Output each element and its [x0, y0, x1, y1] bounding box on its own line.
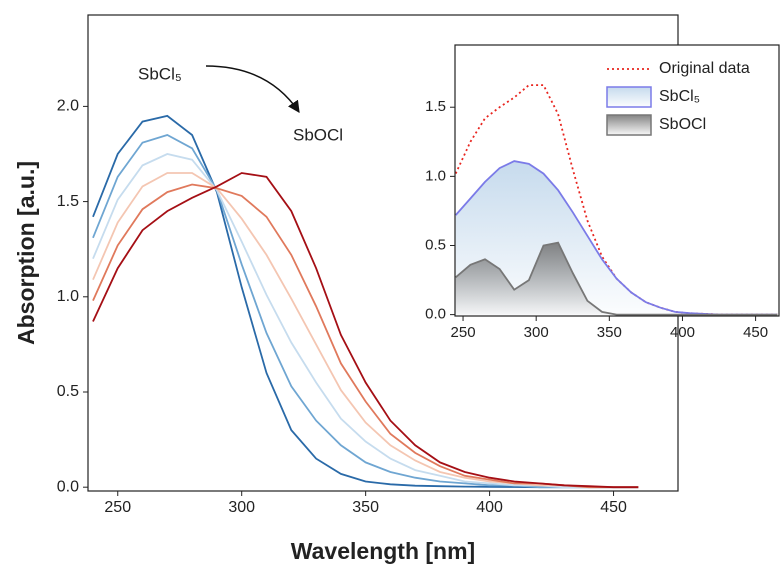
line: [92, 134, 639, 489]
x-tick-label: 250: [104, 499, 131, 516]
y-tick-label: 1.0: [425, 167, 446, 184]
inset-chart: 250 300 350 400 450 0.0 0.5 1.0 1.5 Original data…: [425, 44, 780, 341]
area-fill: [455, 242, 778, 315]
x-tick-label: 450: [743, 324, 768, 341]
line: [455, 241, 778, 316]
legend-swatch: [606, 86, 652, 108]
y-tick-label: 1.0: [57, 288, 79, 305]
legend-label: SbOCl: [659, 116, 706, 133]
x-tick-label: 350: [352, 499, 379, 516]
line: [92, 172, 639, 489]
legend-swatch: [606, 114, 652, 136]
x-tick-label: 400: [476, 499, 503, 516]
x-tick-label: 450: [600, 499, 627, 516]
y-tick-label: 0.5: [57, 383, 79, 400]
legend-label: Original data: [659, 60, 750, 77]
y-tick-label: 0.0: [425, 306, 446, 323]
plot-area: [92, 114, 639, 489]
y-tick-label: 0.0: [57, 478, 79, 495]
y-tick-label: 0.5: [425, 236, 446, 253]
line: [92, 172, 639, 489]
x-tick-label: 300: [524, 324, 549, 341]
y-tick-label: 1.5: [425, 98, 446, 115]
annotation: SbCl₅: [138, 64, 182, 83]
x-axis-title: Wavelength [nm]: [291, 538, 475, 564]
x-tick-label: 400: [670, 324, 695, 341]
y-tick-label: 1.5: [57, 193, 79, 210]
plot-area: [455, 84, 778, 316]
annotation: SbOCl: [293, 125, 343, 144]
arrow: [205, 65, 300, 113]
y-tick-label: 2.0: [57, 98, 79, 115]
plot-frame: [454, 44, 780, 317]
y-axis-title: Absorption [a.u.]: [13, 161, 39, 345]
x-tick-label: 250: [451, 324, 476, 341]
x-tick-label: 350: [597, 324, 622, 341]
legend-label: SbCl₅: [659, 88, 700, 105]
x-tick-label: 300: [228, 499, 255, 516]
